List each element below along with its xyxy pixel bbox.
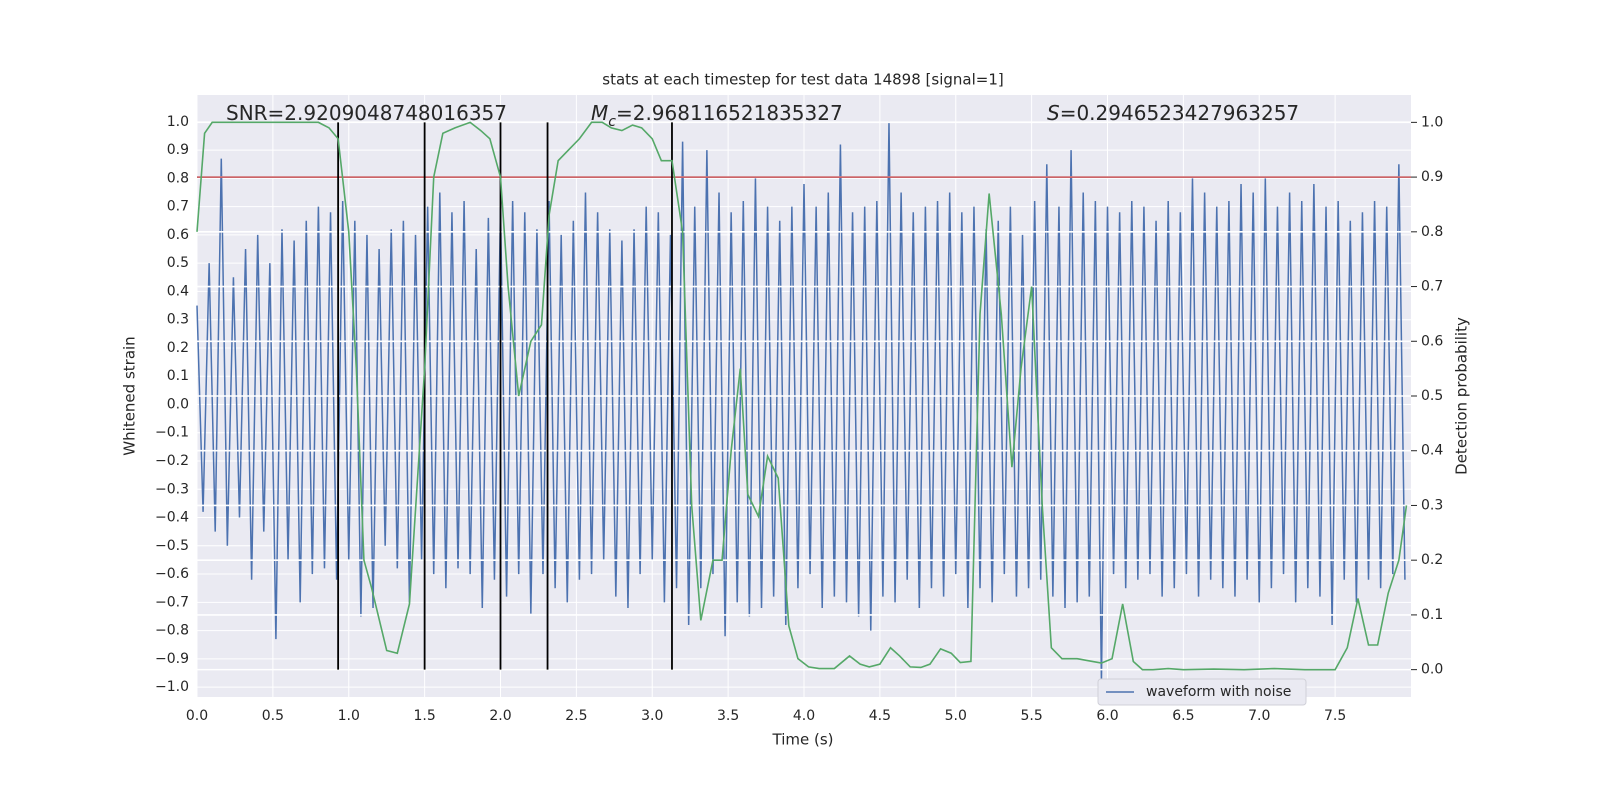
y-tick-label: −1.0 bbox=[155, 679, 189, 695]
y-tick-label: 0.8 bbox=[167, 170, 189, 186]
x-tick-label: 1.5 bbox=[413, 708, 435, 724]
y2-tick-label: 0.4 bbox=[1421, 443, 1443, 459]
x-tick-label: 1.0 bbox=[338, 708, 360, 724]
y2-tick-label: 0.2 bbox=[1421, 552, 1443, 568]
x-tick-label: 0.5 bbox=[262, 708, 284, 724]
x-tick-label: 0.0 bbox=[186, 708, 208, 724]
y-tick-label: 0.5 bbox=[167, 255, 189, 271]
x-tick-label: 5.5 bbox=[1020, 708, 1042, 724]
legend-label: waveform with noise bbox=[1146, 684, 1291, 700]
line-series bbox=[196, 121, 1406, 682]
y-axis-label: Whitened strain bbox=[121, 336, 139, 455]
line-series bbox=[196, 121, 1408, 671]
y-tick-label: 1.0 bbox=[167, 114, 189, 130]
y2-tick-label: 0.7 bbox=[1421, 279, 1443, 295]
y-tick-label: −0.2 bbox=[155, 453, 189, 469]
annotation: S=0.2946523427963257 bbox=[1047, 101, 1299, 125]
annotation: SNR=2.9209048748016357 bbox=[226, 101, 507, 125]
x-tick-label: 2.0 bbox=[489, 708, 511, 724]
y2-tick-label: 0.3 bbox=[1421, 497, 1443, 513]
x-tick-label: 5.0 bbox=[945, 708, 967, 724]
x-tick-label: 4.0 bbox=[793, 708, 815, 724]
y2-tick-label: 0.0 bbox=[1421, 662, 1443, 678]
x-tick-label: 3.5 bbox=[717, 708, 739, 724]
y-tick-label: −0.3 bbox=[155, 481, 189, 497]
annotation-subscript: c bbox=[608, 114, 616, 130]
annotation-symbol: S bbox=[1047, 101, 1060, 125]
annotation: Mc=2.968116521835327 bbox=[591, 101, 843, 131]
x-axis-label: Time (s) bbox=[772, 731, 834, 749]
y-tick-label: −0.9 bbox=[155, 651, 189, 667]
chart-title: stats at each timestep for test data 148… bbox=[602, 71, 1003, 89]
y-tick-label: 0.6 bbox=[167, 227, 189, 243]
legend-box bbox=[1097, 678, 1307, 706]
y-tick-label: −0.7 bbox=[155, 594, 189, 610]
x-tick-label: 7.5 bbox=[1324, 708, 1346, 724]
x-tick-label: 4.5 bbox=[869, 708, 891, 724]
x-tick-label: 6.5 bbox=[1172, 708, 1194, 724]
y2-tick-label: 0.6 bbox=[1421, 333, 1443, 349]
y-tick-label: −0.1 bbox=[155, 425, 189, 441]
y-tick-label: 0.3 bbox=[167, 312, 189, 328]
y2-tick-label: 1.0 bbox=[1421, 114, 1443, 130]
y2-tick-label: 0.9 bbox=[1421, 169, 1443, 185]
x-tick-label: 3.0 bbox=[641, 708, 663, 724]
x-tick-label: 7.0 bbox=[1248, 708, 1270, 724]
y-tick-label: 0.9 bbox=[167, 142, 189, 158]
y-tick-label: 0.0 bbox=[167, 396, 189, 412]
y2-tick-label: 0.1 bbox=[1421, 607, 1443, 623]
y2-axis-label: Detection probability bbox=[1453, 317, 1471, 475]
annotation-text: =0.2946523427963257 bbox=[1060, 101, 1299, 125]
x-tick-label: 6.0 bbox=[1096, 708, 1118, 724]
x-tick-label: 2.5 bbox=[565, 708, 587, 724]
y-tick-label: −0.5 bbox=[155, 538, 189, 554]
y-tick-label: −0.6 bbox=[155, 566, 189, 582]
y2-tick-label: 0.8 bbox=[1421, 224, 1443, 240]
annotation-text: SNR=2.9209048748016357 bbox=[226, 101, 507, 125]
y-tick-label: 0.1 bbox=[167, 368, 189, 384]
annotation-text: =2.968116521835327 bbox=[616, 101, 843, 125]
y2-tick-label: 0.5 bbox=[1421, 388, 1443, 404]
y-tick-label: 0.2 bbox=[167, 340, 189, 356]
y-tick-label: −0.4 bbox=[155, 510, 189, 526]
y-tick-label: 0.4 bbox=[167, 283, 189, 299]
y-tick-label: 0.7 bbox=[167, 199, 189, 215]
annotation-symbol: M bbox=[591, 101, 608, 125]
y-tick-label: −0.8 bbox=[155, 623, 189, 639]
